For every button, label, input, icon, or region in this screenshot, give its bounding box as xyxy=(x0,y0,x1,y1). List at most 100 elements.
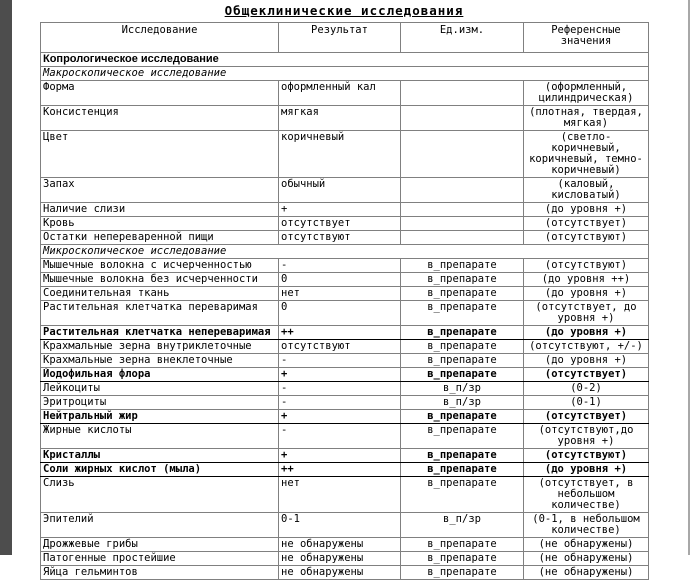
table-body: Копрологическое исследование Макроскопиче… xyxy=(40,52,649,580)
column-header-unit: Ед.изм. xyxy=(400,22,524,53)
cell-result: нет xyxy=(278,476,401,513)
cell-unit: в_препарате xyxy=(400,409,524,424)
cell-result: - xyxy=(278,395,401,410)
cell-result: отсутствует xyxy=(278,216,401,231)
table-header: Исследование Результат Ед.изм. Референсн… xyxy=(40,22,649,53)
cell-study-name: Форма xyxy=(40,80,279,106)
window-edge-right xyxy=(688,0,690,555)
table-row: Соли жирных кислот (мыла) ++ в_препарате (д… xyxy=(40,462,649,477)
cell-unit: в_п/зр xyxy=(400,381,524,396)
cell-reference: (до уровня +) xyxy=(523,353,649,368)
cell-study-name: Нейтральный жир xyxy=(40,409,279,424)
table-row: Дрожжевые грибы не обнаружены в_препарате(… xyxy=(40,537,649,552)
cell-study-name: Лейкоциты xyxy=(40,381,279,396)
cell-study-name: Соли жирных кислот (мыла) xyxy=(40,462,279,477)
cell-result: - xyxy=(278,258,401,273)
table-row: Мышечные волокна без исчерченности 0 в_пре… xyxy=(40,272,649,287)
table-row: Мышечные волокна с исчерченностью - в_преп… xyxy=(40,258,649,273)
lab-results-table: Исследование Результат Ед.изм. Референсн… xyxy=(40,22,649,580)
section-row: Макроскопическое исследование xyxy=(40,66,649,81)
cell-study-name: Кристаллы xyxy=(40,448,279,463)
cell-study-name: Кровь xyxy=(40,216,279,231)
cell-study-name: Слизь xyxy=(40,476,279,513)
cell-reference: (отсутствуют,до уровня +) xyxy=(523,423,649,449)
cell-reference: (оформленный, цилиндрическая) xyxy=(523,80,649,106)
cell-result: нет xyxy=(278,286,401,301)
cell-unit xyxy=(400,216,524,231)
table-row: Кристаллы + в_препарате (отсутствуют) xyxy=(40,448,649,463)
cell-unit xyxy=(400,80,524,106)
cell-unit: в_препарате xyxy=(400,286,524,301)
table-row: Нейтральный жир + в_препарате (отсутствует) xyxy=(40,409,649,424)
cell-unit xyxy=(400,177,524,203)
cell-reference: (светло-коричневый, коричневый, темно-ко… xyxy=(523,130,649,178)
table-row: Форма оформленный кал (оформленный, цилинд… xyxy=(40,80,649,106)
cell-reference: (отсутствуют) xyxy=(523,448,649,463)
table-row: Патогенные простейшие не обнаружены в_преп… xyxy=(40,551,649,566)
cell-unit: в_препарате xyxy=(400,353,524,368)
cell-study-name: Запах xyxy=(40,177,279,203)
column-header-result: Результат xyxy=(278,22,401,53)
cell-reference: (не обнаружены) xyxy=(523,551,649,566)
table-row: Эпителий 0-1 в_п/зр (0-1, в небольшом колич… xyxy=(40,512,649,538)
cell-unit xyxy=(400,130,524,178)
cell-study-name: Растительная клетчатка непереваримая xyxy=(40,325,279,340)
table-row: Растительная клетчатка переваримая 0 в_пре… xyxy=(40,300,649,326)
table-row: Соединительная ткань нет в_препарате (до ур… xyxy=(40,286,649,301)
cell-result: + xyxy=(278,448,401,463)
cell-reference: (0-1, в небольшом количестве) xyxy=(523,512,649,538)
cell-study-name: Яйца гельминтов xyxy=(40,565,279,580)
cell-study-name: Цвет xyxy=(40,130,279,178)
cell-study-name: Мышечные волокна без исчерченности xyxy=(40,272,279,287)
cell-unit: в_препарате xyxy=(400,551,524,566)
table-row: Крахмальные зерна внутриклеточные отсутст… xyxy=(40,339,649,354)
table-row: Цвет коричневый (светло-коричневый, коричн… xyxy=(40,130,649,178)
table-row: Растительная клетчатка непереваримая ++ в_… xyxy=(40,325,649,340)
cell-study-name: Мышечные волокна с исчерченностью xyxy=(40,258,279,273)
cell-unit xyxy=(400,202,524,217)
cell-study-name: Патогенные простейшие xyxy=(40,551,279,566)
cell-study-name: Растительная клетчатка переваримая xyxy=(40,300,279,326)
cell-study-name: Эпителий xyxy=(40,512,279,538)
cell-result: отсутствуют xyxy=(278,230,401,245)
table-row: Остатки непереваренной пищи отсутствуют (о… xyxy=(40,230,649,245)
cell-result: 0 xyxy=(278,300,401,326)
cell-unit: в_препарате xyxy=(400,448,524,463)
section-title: Макроскопическое исследование xyxy=(40,66,649,81)
cell-unit: в_препарате xyxy=(400,565,524,580)
cell-study-name: Консистенция xyxy=(40,105,279,131)
cell-result: + xyxy=(278,202,401,217)
cell-study-name: Эритроциты xyxy=(40,395,279,410)
table-row: Запах обычный (каловый, кисловатый) xyxy=(40,177,649,203)
table-row: Жирные кислоты - в_препарате (отсутствуют,д… xyxy=(40,423,649,449)
cell-reference: (до уровня +) xyxy=(523,286,649,301)
cell-reference: (не обнаружены) xyxy=(523,565,649,580)
cell-reference: (отсутствует) xyxy=(523,216,649,231)
cell-reference: (до уровня +) xyxy=(523,325,649,340)
table-row: Лейкоциты - в_п/зр (0-2) xyxy=(40,381,649,396)
cell-reference: (плотная, твердая, мягкая) xyxy=(523,105,649,131)
cell-unit: в_препарате xyxy=(400,537,524,552)
section-title: Копрологическое исследование xyxy=(40,52,649,67)
cell-study-name: Наличие слизи xyxy=(40,202,279,217)
cell-unit: в_препарате xyxy=(400,325,524,340)
cell-result: оформленный кал xyxy=(278,80,401,106)
cell-reference: (отсутствует) xyxy=(523,409,649,424)
cell-reference: (отсутствует) xyxy=(523,367,649,382)
cell-result: мягкая xyxy=(278,105,401,131)
cell-result: обычный xyxy=(278,177,401,203)
table-row: Наличие слизи + (до уровня +) xyxy=(40,202,649,217)
cell-reference: (отсутствует, в небольшом количестве) xyxy=(523,476,649,513)
table-row: Яйца гельминтов не обнаружены в_препарате(… xyxy=(40,565,649,580)
cell-unit: в_препарате xyxy=(400,339,524,354)
cell-result: коричневый xyxy=(278,130,401,178)
cell-result: - xyxy=(278,381,401,396)
cell-study-name: Крахмальные зерна внеклеточные xyxy=(40,353,279,368)
table-row: Эритроциты - в_п/зр (0-1) xyxy=(40,395,649,410)
section-row: Микроскопическое исследование xyxy=(40,244,649,259)
cell-study-name: Жирные кислоты xyxy=(40,423,279,449)
cell-reference: (каловый, кисловатый) xyxy=(523,177,649,203)
cell-unit: в_препарате xyxy=(400,476,524,513)
cell-reference: (не обнаружены) xyxy=(523,537,649,552)
